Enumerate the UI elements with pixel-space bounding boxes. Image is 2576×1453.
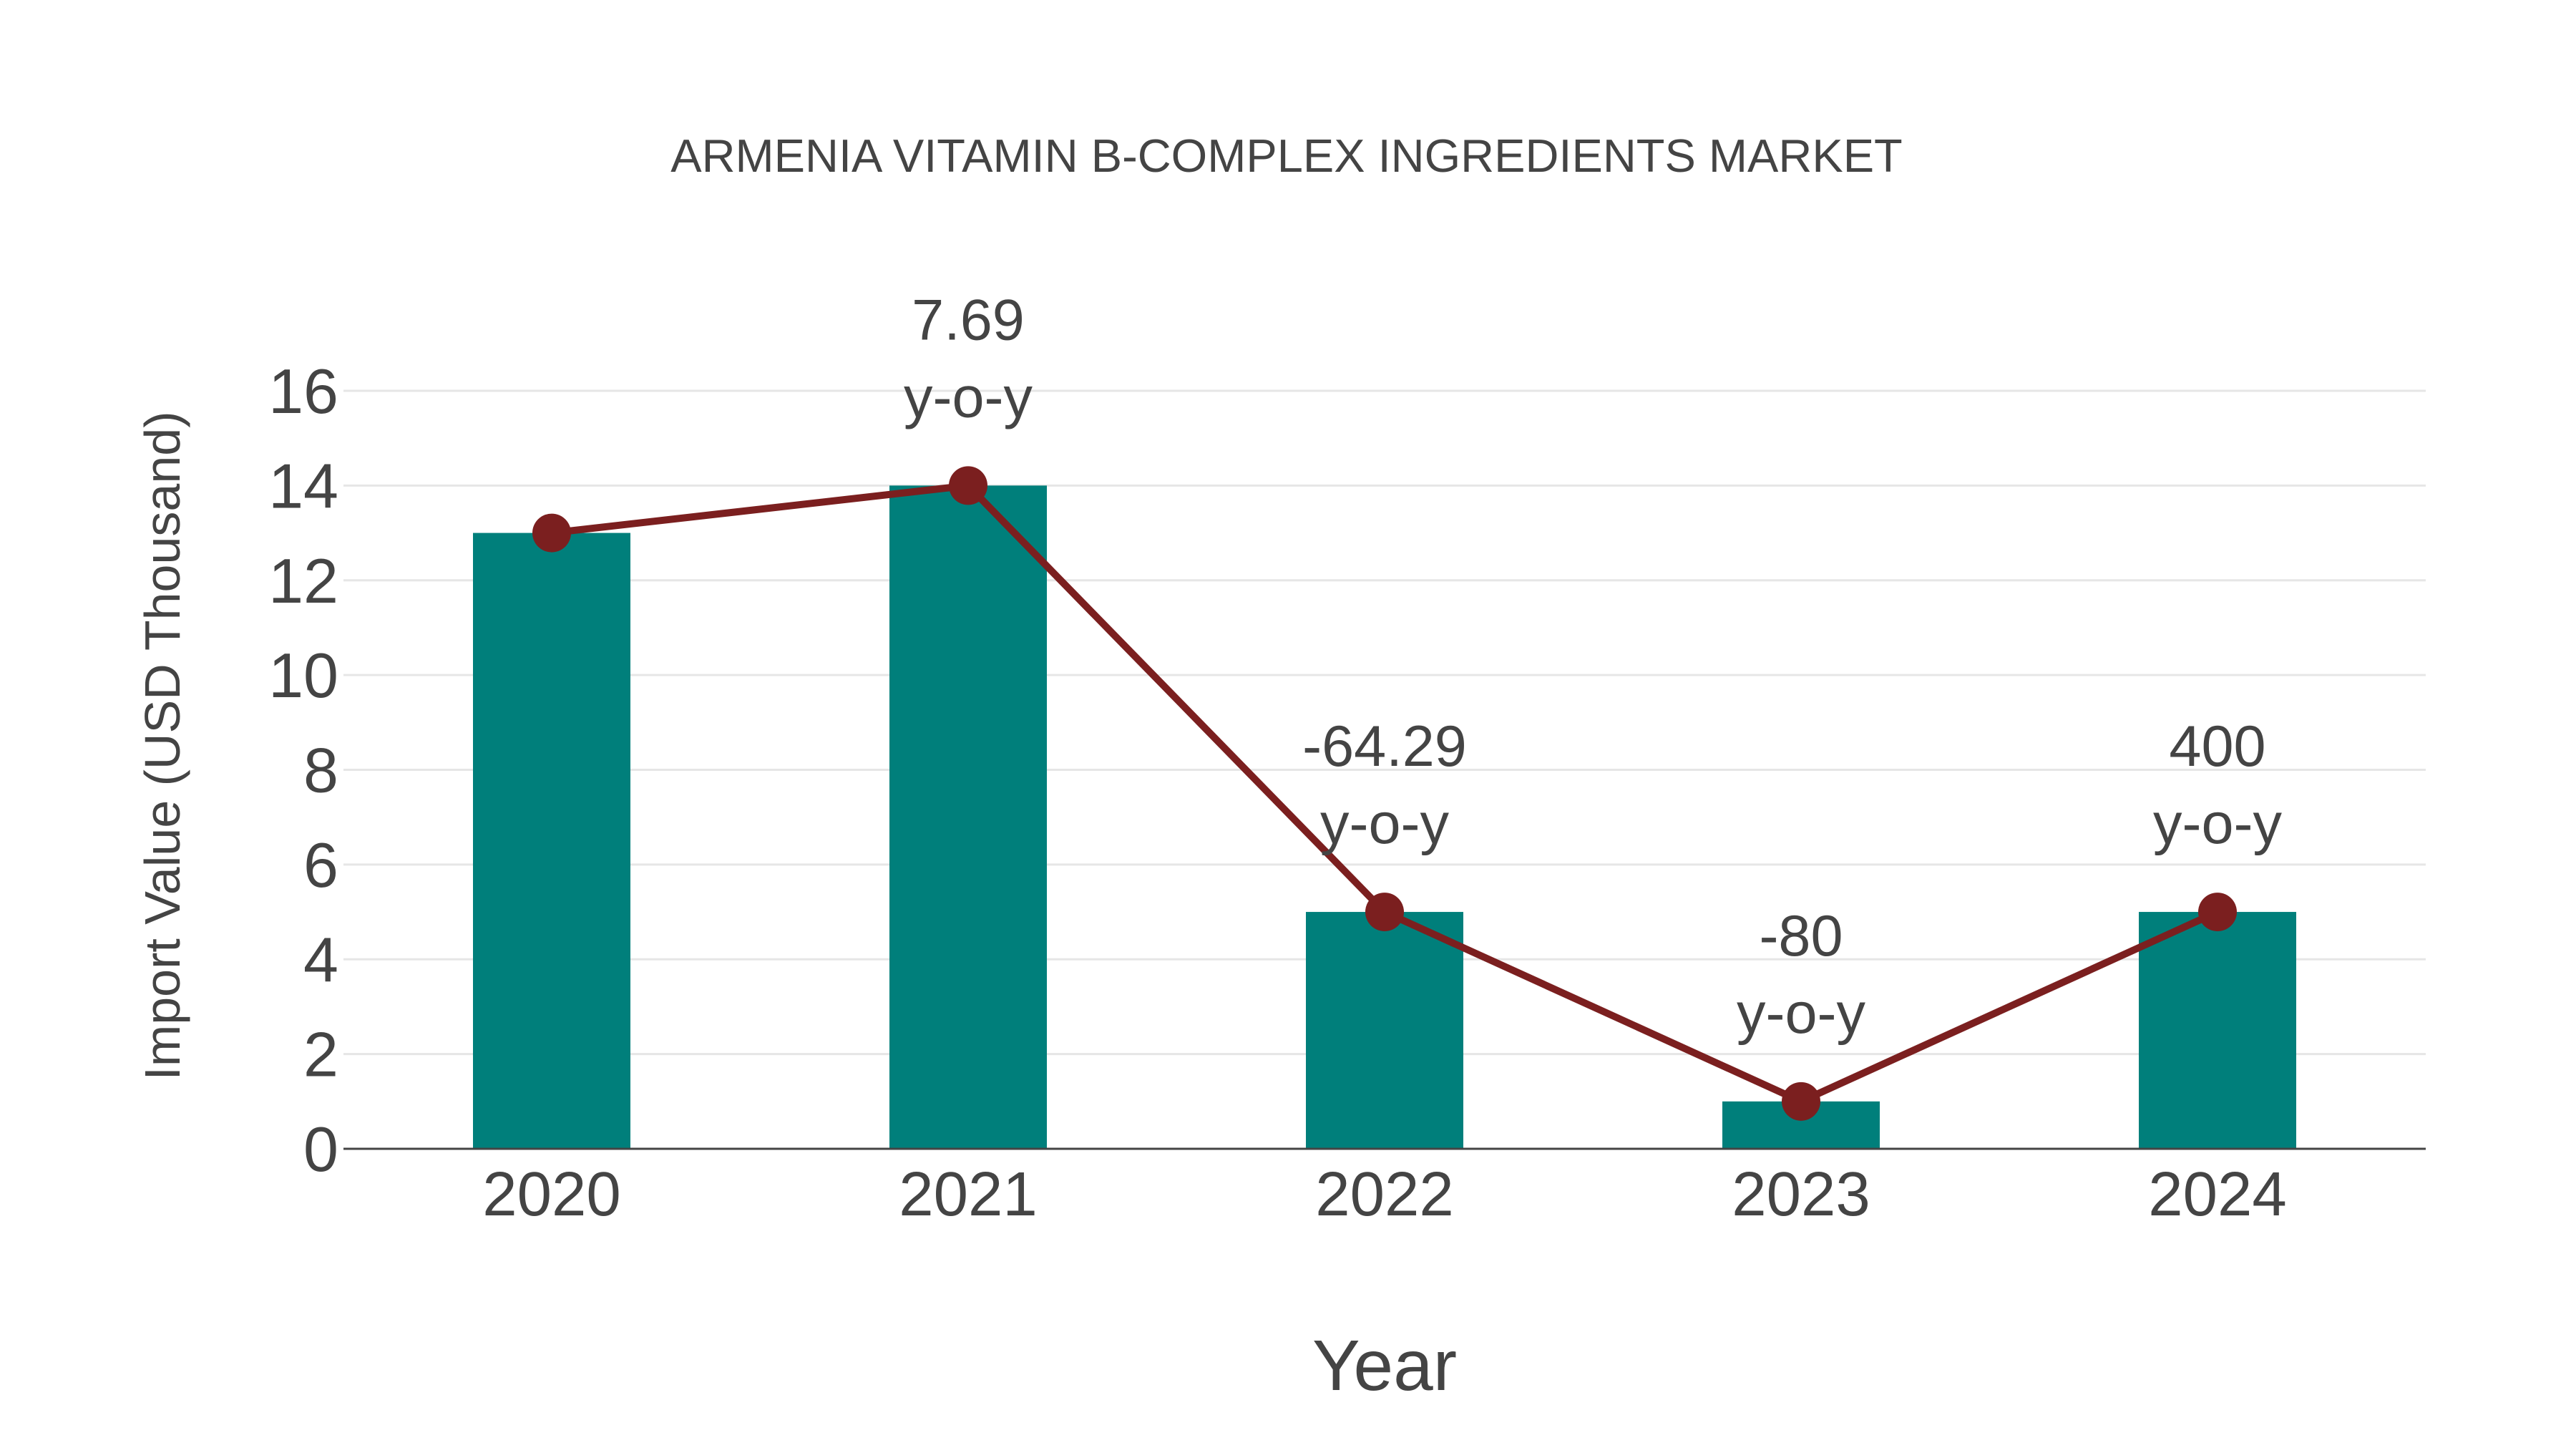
annotation-2021: 7.69 y-o-y: [904, 288, 1033, 429]
y-axis-ticks: 0 2 4 6 8 10 12 14 16: [268, 356, 338, 1185]
marker-2024[interactable]: [2198, 893, 2237, 932]
annotation-value: 7.69: [912, 288, 1025, 352]
y-tick-label: 16: [268, 356, 338, 427]
bar-2021: [889, 485, 1047, 1149]
y-tick-label: 14: [268, 450, 338, 521]
annotation-suffix: y-o-y: [2153, 792, 2282, 856]
trend-markers: [532, 466, 2237, 1121]
gridlines: [343, 389, 2426, 1056]
x-tick-label: 2022: [1315, 1160, 1454, 1229]
annotation-value: 400: [2169, 714, 2265, 779]
annotation-value: -64.29: [1302, 714, 1467, 779]
annotation-value: -80: [1759, 904, 1843, 968]
y-tick-label: 12: [268, 545, 338, 616]
marker-2020[interactable]: [532, 513, 571, 553]
chart-title: ARMENIA VITAMIN B-COMPLEX INGREDIENTS MA…: [670, 130, 1903, 182]
y-tick-label: 10: [268, 640, 338, 711]
annotation-suffix: y-o-y: [904, 365, 1033, 429]
marker-2022[interactable]: [1365, 893, 1404, 932]
x-tick-label: 2024: [2148, 1160, 2287, 1229]
y-tick-label: 2: [303, 1019, 338, 1090]
y-tick-label: 6: [303, 830, 338, 900]
x-tick-label: 2020: [482, 1160, 621, 1229]
bar-2020: [473, 533, 630, 1149]
annotation-2024: 400 y-o-y: [2153, 714, 2282, 856]
y-tick-label: 4: [303, 924, 338, 995]
y-tick-label: 0: [303, 1114, 338, 1185]
annotation-2022: -64.29 y-o-y: [1302, 714, 1467, 856]
y-axis-title: Import Value (USD Thousand): [135, 411, 190, 1080]
x-axis-title: Year: [1312, 1326, 1457, 1406]
annotation-2023: -80 y-o-y: [1737, 904, 1865, 1046]
marker-2023[interactable]: [1782, 1082, 1820, 1121]
y-tick-label: 8: [303, 735, 338, 806]
x-tick-label: 2023: [1732, 1160, 1870, 1229]
bar-2024: [2139, 912, 2296, 1149]
annotation-suffix: y-o-y: [1737, 981, 1865, 1046]
yoy-annotations: 7.69 y-o-y -64.29 y-o-y -80 y-o-y 400 y-o-y: [904, 288, 2282, 1045]
bars: [473, 485, 2296, 1149]
x-tick-label: 2021: [899, 1160, 1038, 1229]
bar-2022: [1306, 912, 1463, 1149]
marker-2021[interactable]: [949, 466, 987, 505]
annotation-suffix: y-o-y: [1320, 792, 1449, 856]
x-axis-ticks: 2020 2021 2022 2023 2024: [482, 1160, 2287, 1229]
